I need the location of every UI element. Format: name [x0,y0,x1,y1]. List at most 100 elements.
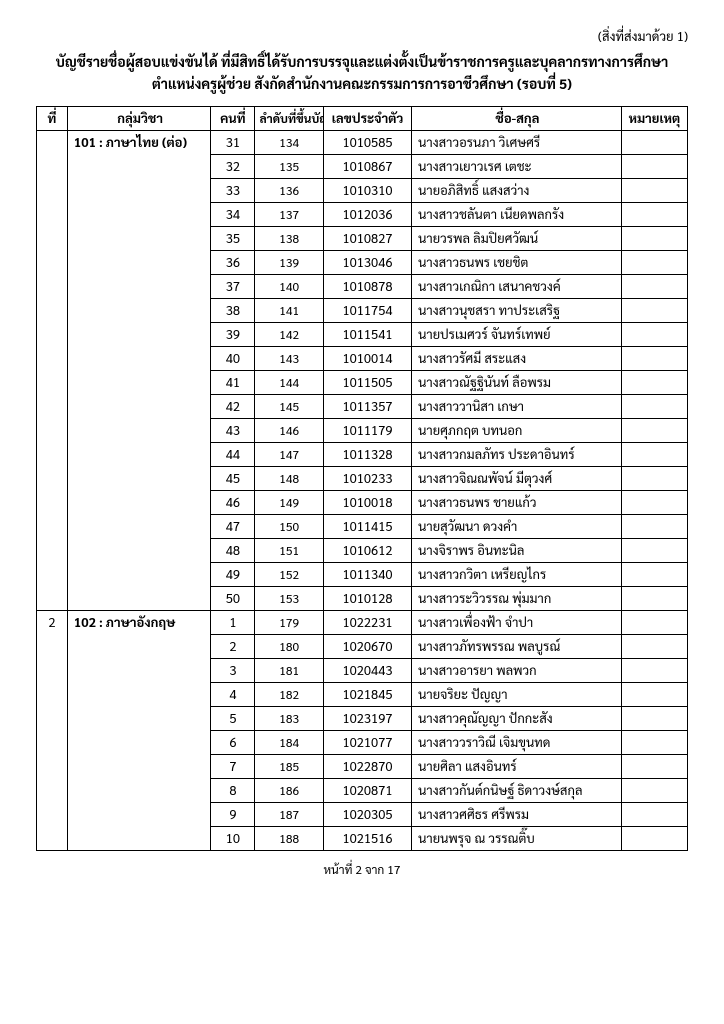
cell-code: 1010233 [323,466,411,490]
header-idx: ที่ [37,106,68,130]
attachment-label: (สิ่งที่ส่งมาด้วย 1) [36,28,688,45]
table-row: 371401010878นางสาวเกณิกา เสนาคชวงค์ [37,274,688,298]
cell-note [621,706,687,730]
cell-name: นางสาววราวิณี เจิมขุนทด [412,730,622,754]
cell-group: 101 : ภาษาไทย (ต่อ) [67,130,210,154]
table-body: 101 : ภาษาไทย (ต่อ)311341010585นางสาวอรน… [37,130,688,850]
cell-seq: 37 [211,274,255,298]
cell-code: 1011415 [323,514,411,538]
cell-idx [37,298,68,322]
table-row: 391421011541นายปรเมศวร์ จันทร์เทพย์ [37,322,688,346]
cell-rank: 140 [255,274,323,298]
cell-idx [37,394,68,418]
cell-rank: 144 [255,370,323,394]
cell-name: นายนพรุจ ณ วรรณติ๊บ [412,826,622,850]
table-row: 461491010018นางสาวธนพร ชายแก้ว [37,490,688,514]
cell-name: นางสาวอรนภา วิเศษศรี [412,130,622,154]
cell-idx [37,514,68,538]
cell-idx [37,658,68,682]
cell-code: 1010585 [323,130,411,154]
cell-group [67,754,210,778]
header-code: เลขประจำตัว [323,106,411,130]
cell-group: 102 : ภาษาอังกฤษ [67,610,210,634]
cell-idx [37,226,68,250]
table-row: 351381010827นายวรพล ลิมปิยศวัฒน์ [37,226,688,250]
cell-rank: 180 [255,634,323,658]
cell-name: นางสาวเยาวเรศ เตชะ [412,154,622,178]
cell-name: นางสาวกวิตา เหรียญไกร [412,562,622,586]
cell-seq: 42 [211,394,255,418]
cell-rank: 142 [255,322,323,346]
cell-rank: 148 [255,466,323,490]
cell-name: นางสาวกมลภัทร ประดาอินทร์ [412,442,622,466]
cell-idx [37,202,68,226]
table-row: 101881021516นายนพรุจ ณ วรรณติ๊บ [37,826,688,850]
cell-rank: 143 [255,346,323,370]
header-group: กลุ่มวิชา [67,106,210,130]
cell-rank: 137 [255,202,323,226]
cell-idx [37,466,68,490]
cell-note [621,130,687,154]
cell-idx [37,490,68,514]
table-row: 321351010867นางสาวเยาวเรศ เตชะ [37,154,688,178]
cell-idx [37,442,68,466]
table-row: 421451011357นางสาววานิสา เกษา [37,394,688,418]
cell-code: 1010612 [323,538,411,562]
cell-idx [37,706,68,730]
cell-seq: 10 [211,826,255,850]
cell-seq: 1 [211,610,255,634]
cell-code: 1010128 [323,586,411,610]
cell-group [67,394,210,418]
table-row: 51831023197นางสาวคุณัญญา ปักกะสัง [37,706,688,730]
cell-code: 1022231 [323,610,411,634]
cell-idx [37,346,68,370]
cell-code: 1010014 [323,346,411,370]
cell-rank: 186 [255,778,323,802]
header-seq: คนที่ [211,106,255,130]
cell-code: 1011179 [323,418,411,442]
cell-group [67,826,210,850]
cell-group [67,706,210,730]
cell-seq: 49 [211,562,255,586]
cell-idx: 2 [37,610,68,634]
cell-idx [37,130,68,154]
cell-note [621,298,687,322]
cell-name: นางสาวคุณัญญา ปักกะสัง [412,706,622,730]
table-row: 451481010233นางสาวจิณณพัจน์ มีตุวงศ์ [37,466,688,490]
cell-rank: 182 [255,682,323,706]
cell-seq: 40 [211,346,255,370]
cell-name: นางสาวรัศมี สระแสง [412,346,622,370]
cell-seq: 6 [211,730,255,754]
cell-code: 1010867 [323,154,411,178]
cell-seq: 31 [211,130,255,154]
cell-name: นายวรพล ลิมปิยศวัฒน์ [412,226,622,250]
cell-group [67,562,210,586]
cell-idx [37,250,68,274]
cell-note [621,538,687,562]
cell-group [67,802,210,826]
cell-idx [37,538,68,562]
cell-note [621,634,687,658]
cell-group [67,250,210,274]
cell-idx [37,682,68,706]
cell-seq: 39 [211,322,255,346]
cell-idx [37,634,68,658]
cell-rank: 188 [255,826,323,850]
cell-group [67,466,210,490]
cell-seq: 35 [211,226,255,250]
cell-name: นางสาวธนพร ชายแก้ว [412,490,622,514]
cell-name: นางสาวอารยา พลพวก [412,658,622,682]
cell-rank: 184 [255,730,323,754]
cell-code: 1011505 [323,370,411,394]
cell-seq: 5 [211,706,255,730]
cell-group [67,322,210,346]
cell-group [67,682,210,706]
table-row: 411441011505นางสาวณัฐฐินันท์ ลือพรม [37,370,688,394]
cell-group [67,490,210,514]
cell-code: 1010878 [323,274,411,298]
cell-code: 1020305 [323,802,411,826]
cell-rank: 138 [255,226,323,250]
cell-note [621,442,687,466]
cell-group [67,418,210,442]
cell-note [621,610,687,634]
